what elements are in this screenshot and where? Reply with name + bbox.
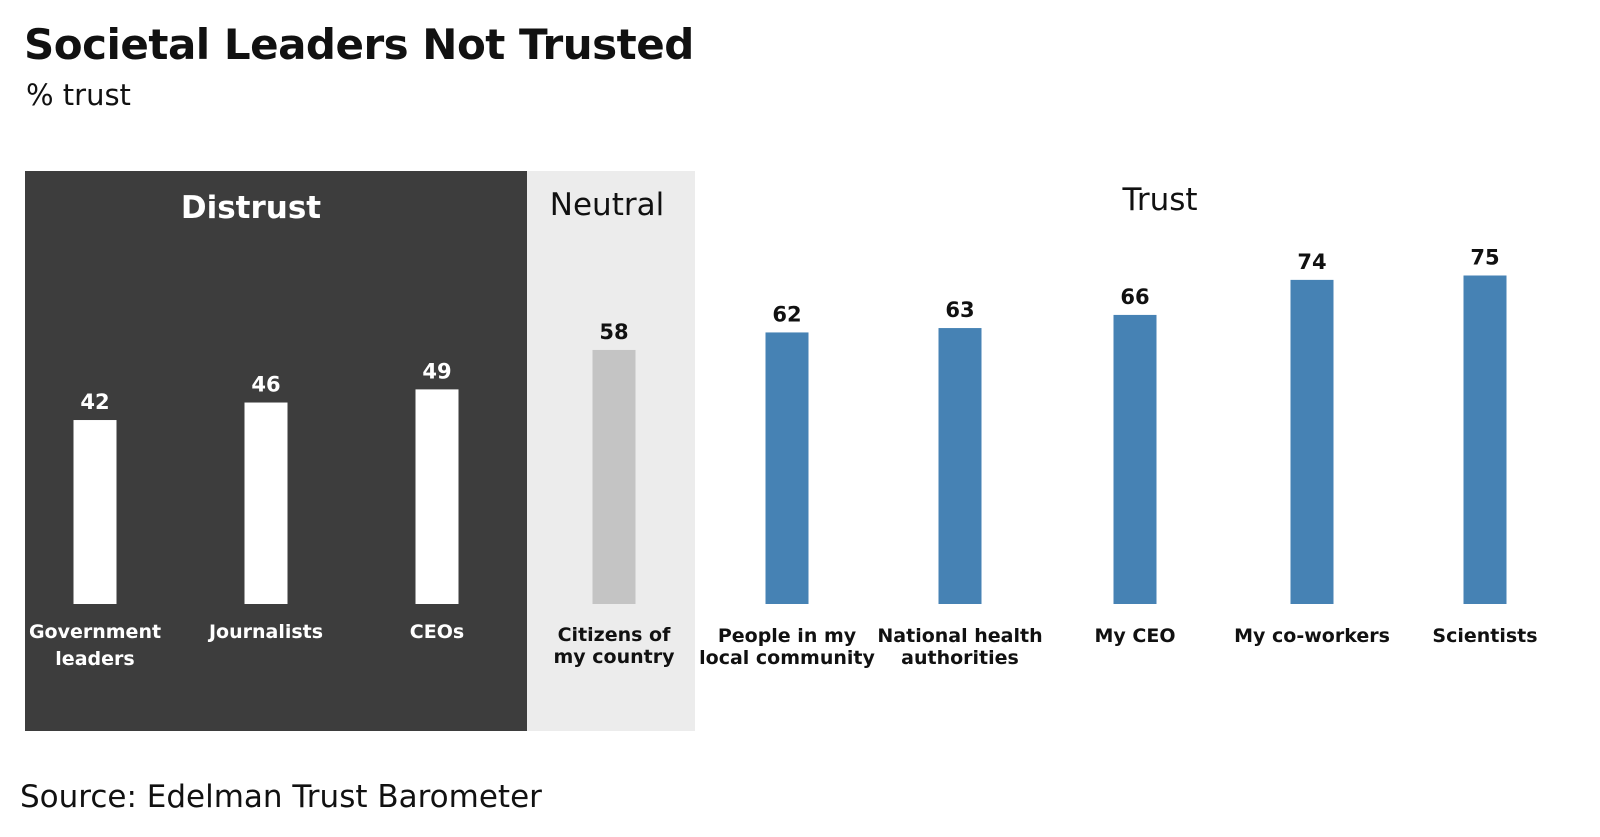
value-label-9: 75 (1470, 246, 1499, 270)
category-label-line: leaders (55, 648, 134, 670)
category-label-line: National health (877, 625, 1042, 647)
category-label-line: CEOs (410, 621, 464, 643)
bar-7 (1113, 314, 1157, 604)
category-label-line: People in my (718, 625, 857, 647)
category-label-2: Journalists (207, 621, 323, 643)
chart-subtitle: % trust (26, 78, 131, 112)
category-label-line: My co-workers (1234, 625, 1390, 647)
category-label-line: my country (553, 646, 675, 668)
value-label-5: 62 (772, 302, 801, 326)
bar-9 (1463, 275, 1507, 604)
category-label-line: Journalists (207, 621, 323, 643)
category-label-5: People in my local community (699, 625, 875, 669)
value-label-3: 49 (422, 359, 451, 383)
bar-3 (415, 389, 459, 604)
trust-zone-title: Trust (1121, 182, 1197, 218)
category-label-4: Citizens of my country (553, 624, 675, 668)
bar-2 (244, 402, 288, 604)
bar-6 (938, 328, 982, 604)
bar-8 (1290, 279, 1334, 604)
value-label-2: 46 (251, 373, 280, 397)
value-label-6: 63 (945, 298, 974, 322)
bar-5 (765, 332, 809, 604)
category-label-7: My CEO (1095, 625, 1176, 647)
value-label-1: 42 (80, 390, 109, 414)
distrust-zone-title: Distrust (181, 190, 321, 226)
category-label-8: My co-workers (1234, 625, 1390, 647)
value-label-4: 58 (599, 320, 628, 344)
neutral-zone-title: Neutral (550, 187, 664, 223)
category-label-line: Citizens of (558, 624, 672, 646)
value-label-7: 66 (1120, 285, 1149, 309)
value-label-8: 74 (1297, 250, 1326, 274)
bar-4 (592, 349, 636, 604)
category-label-9: Scientists (1432, 625, 1537, 647)
category-label-line: Government (29, 621, 161, 643)
category-label-1: Government leaders (29, 621, 161, 670)
category-label-line: Scientists (1432, 625, 1537, 647)
chart-title: Societal Leaders Not Trusted (24, 20, 694, 69)
category-label-line: My CEO (1095, 625, 1176, 647)
category-label-line: authorities (901, 647, 1019, 669)
source-note: Source: Edelman Trust Barometer (20, 779, 542, 815)
category-label-6: National health authorities (877, 625, 1042, 669)
category-label-3: CEOs (410, 621, 464, 643)
bar-1 (73, 420, 117, 604)
category-label-line: local community (699, 647, 875, 669)
